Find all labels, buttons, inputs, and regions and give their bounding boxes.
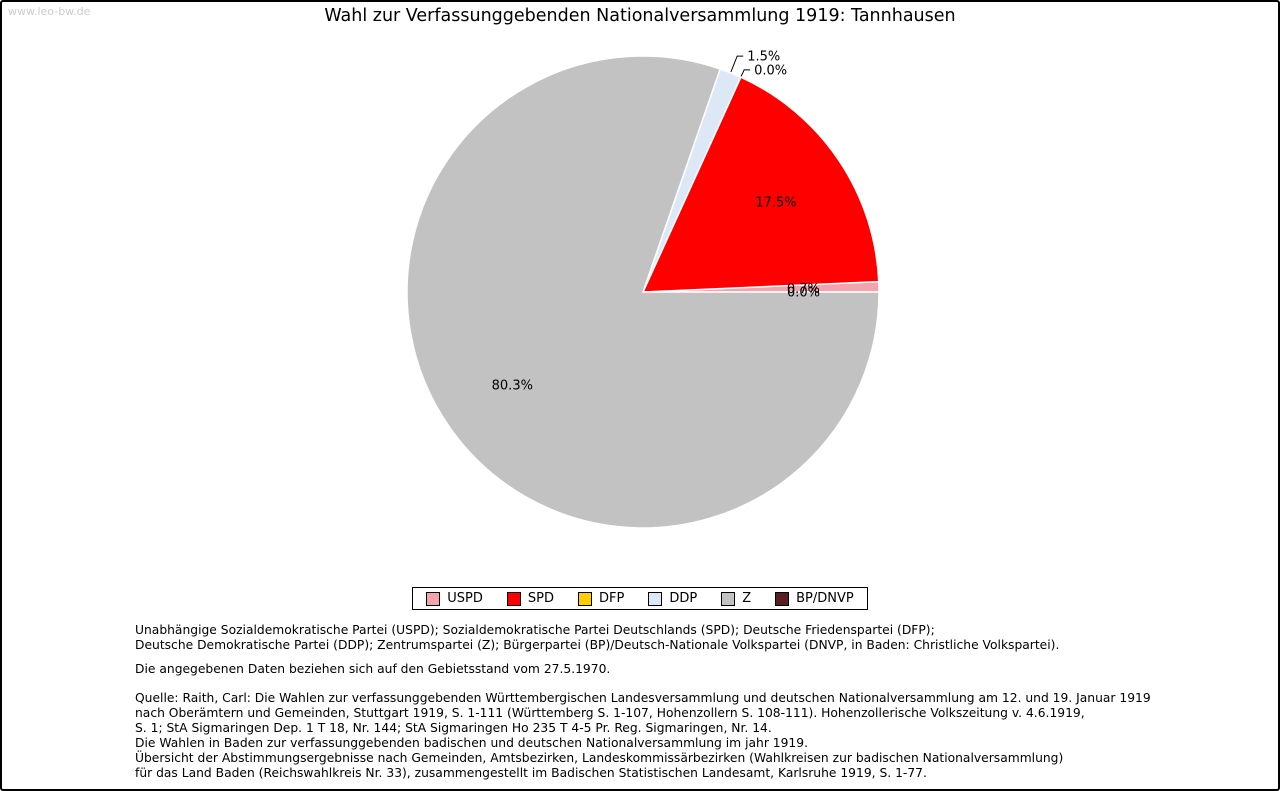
legend-item-uspd: USPD (426, 591, 483, 606)
pie-slice-z (406, 55, 880, 529)
footer-line: Unabhängige Sozialdemokratische Partei (… (135, 623, 935, 637)
legend-label-z: Z (742, 591, 752, 606)
footer-line: Quelle: Raith, Carl: Die Wahlen zur verf… (135, 691, 1151, 705)
legend-label-ddp: DDP (669, 591, 698, 606)
legend-label-bp-dnvp: BP/DNVP (796, 591, 854, 606)
watermark-leo-bw: www.leo-bw.de (8, 5, 91, 18)
legend-item-spd: SPD (506, 591, 554, 606)
party-abbreviations: Unabhängige Sozialdemokratische Partei (… (135, 623, 1151, 653)
legend-swatch-spd (506, 591, 521, 606)
legend-box: USPD SPD DFP DDP Z BP/DNVP (412, 587, 868, 610)
pie-value-label-uspd: 0.7% (787, 282, 820, 297)
footer-line: nach Oberämtern und Gemeinden, Stuttgart… (135, 706, 1085, 720)
legend: USPD SPD DFP DDP Z BP/DNVP (2, 587, 1278, 610)
pie-slice-spd (642, 76, 880, 293)
pie-value-label-dfp: 0.0% (754, 63, 787, 78)
pie-value-label-spd: 17.5% (755, 196, 796, 211)
footer-notes: Unabhängige Sozialdemokratische Partei (… (135, 623, 1151, 781)
pie-callout-line-dfp (740, 69, 751, 77)
footer-line: Die angegebenen Daten beziehen sich auf … (135, 662, 611, 676)
pie-callout-line-ddp (730, 55, 744, 73)
legend-item-z: Z (721, 591, 751, 606)
footer-line: Übersicht der Abstimmungsergebnisse nach… (135, 751, 1064, 765)
pie-value-label-bp-dnvp: 0.0% (787, 286, 820, 301)
legend-swatch-ddp (648, 591, 663, 606)
legend-label-spd: SPD (527, 591, 554, 606)
data-basis-note: Die angegebenen Daten beziehen sich auf … (135, 662, 1151, 677)
legend-swatch-z (721, 591, 736, 606)
legend-item-bp-dnvp: BP/DNVP (775, 591, 854, 606)
footer-line: Deutsche Demokratische Partei (DDP); Zen… (135, 638, 1060, 652)
legend-label-dfp: DFP (599, 591, 625, 606)
legend-item-dfp: DFP (578, 591, 624, 606)
pie-value-label-z: 80.3% (492, 379, 533, 394)
footer-line: für das Land Baden (Reichswahlkreis Nr. … (135, 766, 927, 780)
pie-chart: 0.7%17.5%0.0%1.5%80.3%0.0% (406, 50, 880, 529)
legend-swatch-uspd (426, 591, 441, 606)
pie-value-label-ddp: 1.5% (747, 50, 780, 65)
footer-line: S. 1; StA Sigmaringen Dep. 1 T 18, Nr. 1… (135, 721, 772, 735)
legend-item-ddp: DDP (648, 591, 697, 606)
legend-swatch-dfp (578, 591, 592, 606)
footer-line: Die Wahlen in Baden zur verfassunggebend… (135, 736, 808, 750)
legend-label-uspd: USPD (447, 591, 483, 606)
source-citation: Quelle: Raith, Carl: Die Wahlen zur verf… (135, 691, 1151, 781)
legend-swatch-bp-dnvp (775, 591, 790, 606)
chart-title: Wahl zur Verfassunggebenden Nationalvers… (324, 6, 956, 26)
